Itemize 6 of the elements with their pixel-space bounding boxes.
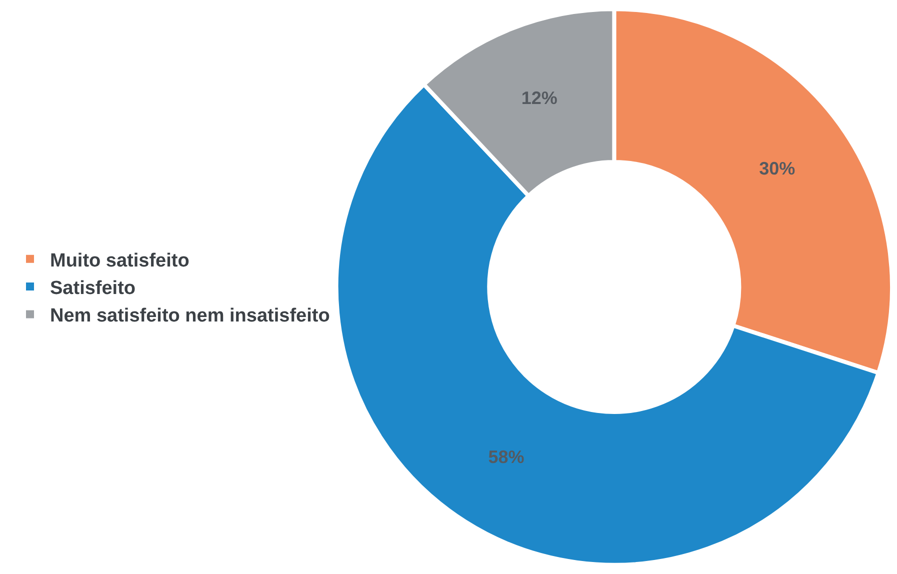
data-label: 58% <box>488 447 524 468</box>
legend-label: Muito satisfeito <box>50 250 190 272</box>
data-label: 12% <box>521 88 558 108</box>
data-label: 30% <box>759 158 796 179</box>
legend-label: Satisfeito <box>50 278 136 299</box>
legend-label: Nem satisfeito nem insatisfeito <box>50 306 330 327</box>
